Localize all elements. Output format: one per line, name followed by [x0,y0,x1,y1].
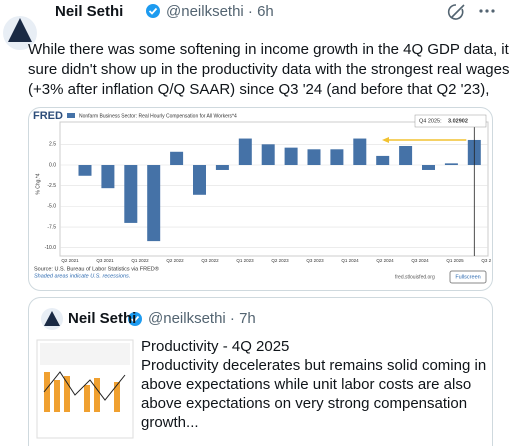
grok-icon[interactable] [447,4,465,20]
fred-logo: FRED [33,110,63,122]
bar [422,165,435,170]
x-tick-label: Q3 2021 [96,258,114,263]
legend-swatch [67,113,75,118]
quote-avatar-logo [44,311,60,326]
x-tick-label: Q2 2021 [61,258,79,263]
y-tick-label: 2.5 [49,142,56,148]
x-tick-label: Q1 2024 [341,258,359,263]
bar [170,151,184,166]
bar [261,144,275,166]
bar [284,147,298,166]
legend: Nonfarm Business Sector: Real Hourly Com… [79,113,237,119]
avatar-logo [8,18,32,42]
bar [376,155,390,166]
x-tick-label: Q2 2024 [376,258,394,263]
arrow-head [382,136,389,143]
bar [193,165,206,195]
quote-text: growth... [141,414,199,431]
x-tick-label: Q1 2025 [446,258,464,263]
x-tick-label: Q3 2025 [481,258,491,263]
y-tick-label: -5.0 [47,204,56,210]
x-tick-label: Q1 2023 [236,258,254,263]
y-axis-label: % Chg.*4 [35,173,41,194]
bar [444,163,458,166]
bar [238,138,252,166]
tweet-text: (+3% after inflation Q/Q SAAR) since Q3 … [28,81,490,98]
bar [307,149,321,166]
bar [147,165,161,242]
site: fred.stlouisfed.org [395,274,435,280]
bar [101,165,115,189]
fullscreen-button[interactable] [449,270,487,284]
verified-badge [146,4,160,18]
quote-card[interactable] [28,297,493,446]
annotation-label: Q4 2025: [419,118,442,124]
bar [78,165,92,176]
tweet-text: While there was some softening in income… [28,41,509,58]
quote-text: Productivity decelerates but remains sol… [141,357,487,374]
check [148,7,158,15]
source: Source: U.S. Bureau of Labor Statistics … [34,265,159,272]
handle-time: @neilksethi · 6h [166,3,274,20]
author-name[interactable]: Neil Sethi [55,3,124,20]
plot-area [59,121,489,257]
note: Shaded areas indicate U.S. recessions. [34,273,130,279]
bar [330,149,344,166]
quote-thumbnail [36,339,134,439]
bar [353,138,367,166]
tweet-text: sure didn't show up in the productivity … [28,61,510,78]
quote-text: above expectations on very strong compen… [141,395,468,412]
quote-handle-time: @neilksethi · 7h [148,310,256,327]
quote-title: Productivity - 4Q 2025 [141,338,290,355]
fred-chart: FRED Nonfarm Business Sector: Real Hourl… [33,110,491,284]
verified-badge [128,312,142,326]
annotation-box [414,114,487,128]
x-tick-label: Q1 2022 [131,258,149,263]
x-tick-label: Q2 2023 [271,258,289,263]
x-tick-label: Q3 2024 [411,258,429,263]
annotation-value: 3.02902 [448,118,468,124]
bar [399,145,413,166]
x-tick-label: Q3 2022 [201,258,219,263]
quote-text: above expectations while unit labor cost… [141,376,472,393]
quote-author[interactable]: Neil Sethi [68,310,137,327]
y-tick-label: -2.5 [47,183,56,189]
more-icon[interactable] [479,9,495,13]
y-tick-label: -7.5 [47,224,56,230]
bar [215,165,229,170]
y-tick-label: 0.0 [49,162,56,168]
fullscreen-label[interactable]: Fullscreen [455,274,480,280]
x-tick-label: Q3 2023 [306,258,324,263]
y-tick-label: -10.0 [45,245,57,251]
check [130,315,140,323]
bar [124,165,138,223]
x-tick-label: Q2 2022 [166,258,184,263]
